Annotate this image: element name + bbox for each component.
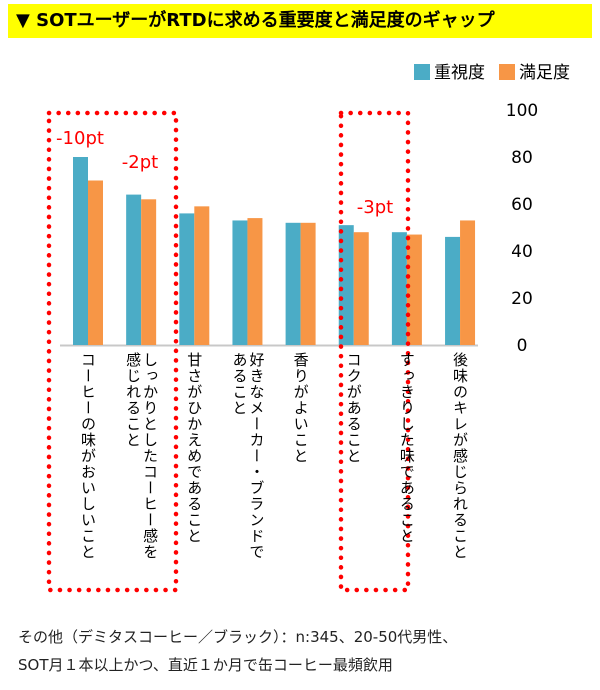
category-label: コーヒーの味がおいしいこと: [79, 352, 97, 560]
gap-annotation: -2pt: [122, 152, 158, 173]
footnote-1: その他（デミタスコーヒー／ブラック）：n:345、20-50代男性、: [18, 628, 458, 646]
category-label: 後味のキレが感じられること: [451, 352, 470, 560]
category-label: 好きなメーカー・ブランドであること: [230, 352, 266, 560]
y-tick-label: 60: [511, 195, 533, 215]
bar-satisfaction: [406, 234, 422, 345]
gap-annotation: -3pt: [357, 197, 393, 218]
category-label: しっかりとしたコーヒー感を感じれること: [124, 352, 160, 560]
bar-importance: [73, 157, 88, 345]
y-tick-label: 20: [511, 289, 533, 309]
category-label: コクがあること: [344, 352, 363, 464]
legend-item-satisfaction: 満足度: [499, 58, 570, 83]
y-tick-label: 0: [517, 336, 528, 356]
chart-title: ▼ SOTユーザーがRTDに求める重要度と満足度のギャップ: [8, 4, 592, 38]
legend-label: 重視度: [434, 63, 485, 83]
category-label: 甘さがひかえめであること: [185, 352, 204, 544]
bar-satisfaction: [460, 220, 476, 345]
bar-satisfaction: [194, 206, 210, 345]
legend-label: 満足度: [519, 63, 570, 83]
bar-importance: [126, 194, 142, 345]
bar-importance: [338, 225, 354, 345]
bar-satisfaction: [353, 232, 369, 345]
bar-importance: [179, 213, 195, 345]
legend-item-importance: 重視度: [414, 58, 485, 83]
y-tick-label: 100: [506, 101, 538, 121]
legend: 重視度 満足度: [414, 58, 570, 83]
y-tick-label: 40: [511, 242, 533, 262]
bar-satisfaction: [300, 222, 316, 345]
y-tick-label: 80: [511, 148, 533, 168]
category-label: 香りがよいこと: [291, 352, 310, 464]
bar-satisfaction: [141, 199, 157, 345]
bar-importance: [285, 222, 301, 345]
bar-satisfaction: [247, 218, 263, 345]
bar-importance: [445, 236, 461, 345]
highlight-box: [338, 110, 411, 593]
bar-importance: [232, 220, 248, 345]
bar-satisfaction: [88, 180, 103, 345]
highlight-box: [46, 110, 179, 593]
footnote-2: SOT月１本以上かつ、直近１か月で缶コーヒー最頻飲用: [18, 656, 393, 674]
category-label: すっきりした味であること: [397, 352, 416, 544]
bar-importance: [391, 232, 407, 345]
gap-annotation: -10pt: [56, 128, 104, 149]
